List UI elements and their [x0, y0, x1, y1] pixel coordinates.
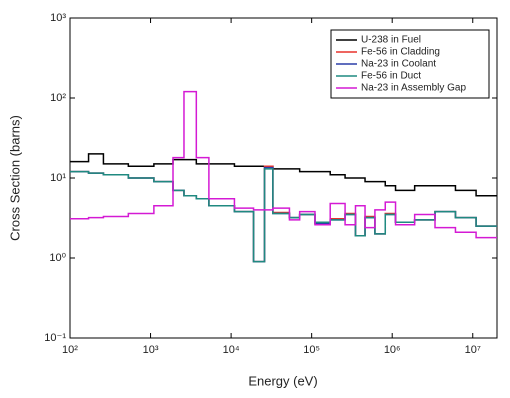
series-line [70, 168, 497, 263]
legend-box [330, 29, 490, 99]
x-tick-label: 10⁴ [223, 344, 240, 356]
legend-label: Na-23 in Assembly Gap [361, 83, 466, 94]
y-tick-label: 10² [50, 92, 66, 104]
legend-label: Fe-56 in Duct [361, 71, 421, 82]
series-line [70, 153, 497, 197]
legend-label: U-238 in Fuel [361, 35, 421, 46]
y-tick-label: 10⁰ [49, 252, 66, 264]
x-tick-label: 10³ [143, 344, 159, 356]
x-tick-label: 10² [62, 344, 78, 356]
legend-label: Na-23 in Coolant [361, 59, 436, 70]
x-tick-label: 10⁷ [465, 344, 481, 356]
x-tick-label: 10⁶ [384, 344, 401, 356]
y-tick-label: 10⁻¹ [44, 332, 66, 344]
y-tick-label: 10³ [50, 12, 66, 24]
x-axis-title: Energy (eV) [248, 373, 317, 388]
y-tick-label: 10¹ [50, 172, 66, 184]
y-axis-title: Cross Section (barns) [7, 115, 22, 241]
x-tick-label: 10⁵ [303, 344, 320, 356]
series-line [70, 90, 497, 239]
legend-label: Fe-56 in Cladding [361, 47, 440, 58]
